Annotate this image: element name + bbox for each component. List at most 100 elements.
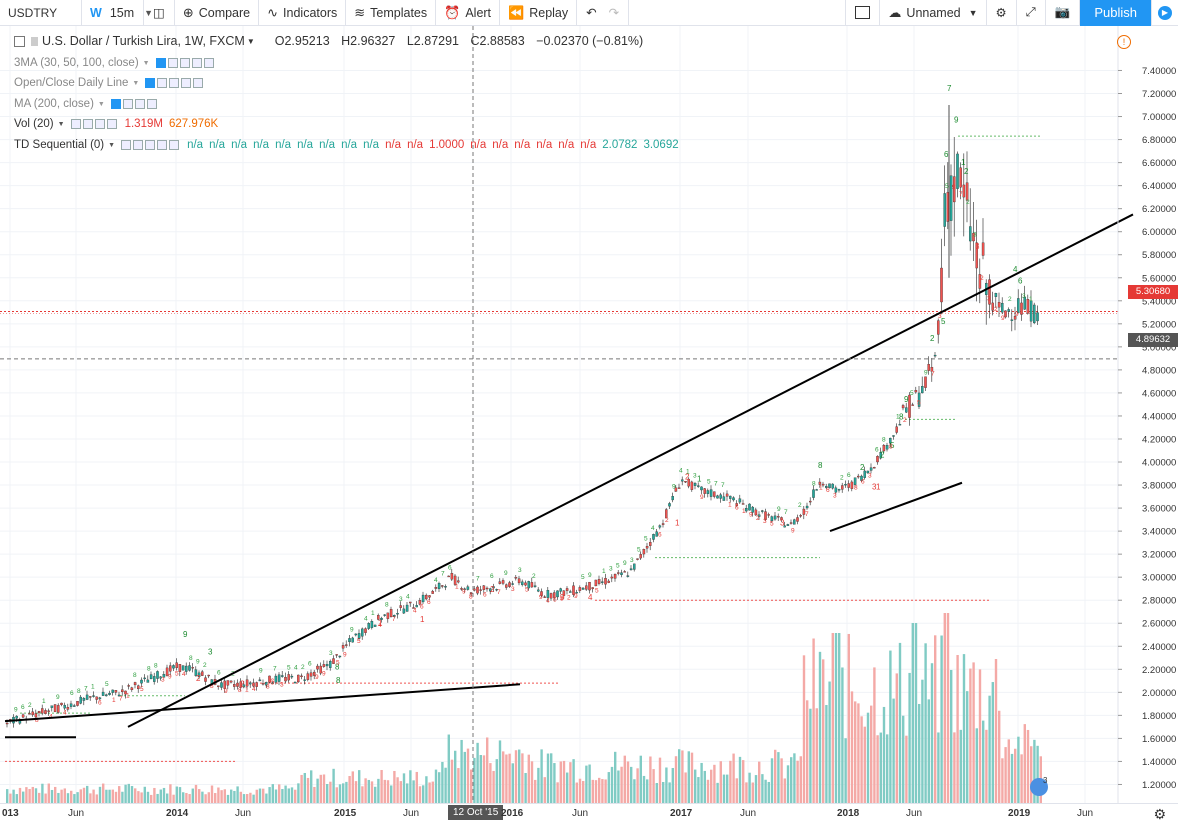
undo-button[interactable]: ↶ ↷ (577, 0, 630, 26)
td-count-mark: 3 (693, 473, 697, 480)
plus-icon[interactable] (94, 119, 105, 129)
settings-icon[interactable] (157, 78, 168, 88)
interval-selector[interactable]: W 15m ▼ (82, 0, 153, 26)
candle-body (428, 595, 431, 598)
indicator-name: Open/Close Daily Line (14, 77, 129, 89)
td-value: n/a (363, 139, 380, 151)
redo-icon[interactable]: ↷ (608, 6, 620, 20)
td-count-mark: 8 (560, 595, 564, 602)
td-value: n/a (407, 139, 424, 151)
td-count-mark: 6 (98, 700, 102, 707)
volume-bar (742, 760, 745, 803)
price-tick-label: 4.80000 (1142, 365, 1176, 376)
plus-icon[interactable] (134, 99, 145, 109)
close-icon[interactable] (146, 99, 157, 109)
fullscreen-button[interactable]: ⤢ (1017, 0, 1046, 26)
eye-icon[interactable] (121, 140, 132, 150)
earnings-badge[interactable]: 3 (1030, 776, 1048, 796)
settings-button[interactable]: ⚙ (987, 0, 1017, 26)
symbol-search[interactable]: USDTRY (0, 0, 82, 26)
candle-body (418, 600, 422, 605)
volume-bar (396, 777, 399, 803)
warning-icon[interactable]: ! (1117, 35, 1131, 49)
gear-icon[interactable]: ⚙ (1153, 806, 1166, 822)
templates-button[interactable]: ≋ Templates (346, 0, 437, 26)
publish-button[interactable]: Publish (1080, 0, 1151, 26)
candle-body (799, 515, 802, 517)
price-tick-label: 6.80000 (1142, 135, 1176, 146)
time-axis[interactable]: 12 Oct '15 ⚙ 013 Jun 2014 Jun 2015 Jun 2016 Jun… (0, 803, 1178, 826)
td-value: n/a (514, 139, 531, 151)
td-count-mark: 9 (343, 652, 347, 659)
eye-icon[interactable] (155, 58, 166, 68)
settings-icon[interactable] (167, 58, 178, 68)
plus-icon[interactable] (157, 140, 168, 150)
volume-bar (671, 767, 674, 803)
compare-button[interactable]: ⊕ Compare (175, 0, 260, 26)
td-count-mark: 8 (385, 601, 389, 608)
volume-bar (172, 794, 175, 803)
eye-icon[interactable] (70, 119, 81, 129)
series-title[interactable]: U.S. Dollar / Turkish Lira, 1W, FXCM (42, 34, 245, 48)
candle-body (732, 497, 735, 501)
source-icon[interactable] (179, 58, 190, 68)
eye-icon[interactable] (145, 78, 156, 88)
volume-bar (463, 751, 466, 803)
indicators-button[interactable]: ∿ Indicators (259, 0, 347, 26)
volume-bar (386, 780, 390, 803)
td-count-mark: 9 (777, 506, 781, 513)
settings-icon[interactable] (82, 119, 93, 129)
volume-bar (700, 762, 703, 803)
layout-selector[interactable]: ☁ Unnamed ▼ (880, 0, 987, 26)
candle-body (188, 665, 191, 671)
plus-icon[interactable] (191, 58, 202, 68)
td-count-mark: 5 (616, 563, 620, 570)
volume-bar (543, 777, 546, 803)
snapshot-button[interactable]: 📷 (1046, 0, 1081, 26)
indicator-legend-ma[interactable]: MA (200, close) ▼ (14, 98, 159, 110)
td-count-mark: 1 (112, 697, 116, 704)
candle-body (415, 605, 418, 608)
source-icon[interactable] (145, 140, 156, 150)
plus-icon[interactable] (181, 78, 192, 88)
chart-style-button[interactable]: ◫ (144, 0, 175, 26)
volume-bar (127, 783, 130, 803)
candle-body (965, 182, 969, 201)
candle-body (994, 293, 998, 297)
alert-button[interactable]: ⏰ Alert (436, 0, 501, 26)
candle-body (149, 674, 153, 680)
volume-bar (242, 794, 246, 803)
chevron-down-icon[interactable]: ▼ (246, 36, 255, 46)
td-count-mark: 6 (875, 446, 879, 453)
indicator-legend-td[interactable]: TD Sequential (0) ▼ n/a n/a n/a n/a n/a n/a n/a… (14, 139, 679, 151)
candle-body (111, 689, 114, 693)
indicator-legend-vol[interactable]: Vol (20) ▼ 1.319M 627.976K (14, 118, 218, 130)
publish-menu-button[interactable]: ▶ (1151, 0, 1178, 26)
settings-icon[interactable] (133, 140, 144, 150)
close-icon[interactable] (106, 119, 117, 129)
eye-icon[interactable] (110, 99, 121, 109)
high-value: H2.96327 (341, 34, 396, 48)
volume-bar (530, 761, 534, 803)
close-icon[interactable] (169, 140, 180, 150)
volume-bar (550, 753, 553, 803)
close-icon[interactable] (203, 58, 214, 68)
volume-bar (982, 720, 985, 803)
fullscreen-rect-button[interactable] (845, 0, 881, 26)
td-count-mark: 2 (966, 199, 970, 206)
volume-bar (351, 771, 354, 803)
settings-icon[interactable] (122, 99, 133, 109)
collapse-icon[interactable] (14, 35, 25, 47)
candle-body (489, 588, 492, 592)
indicator-legend-openclose[interactable]: Open/Close Daily Line ▼ (14, 77, 205, 89)
candle-body (786, 524, 790, 526)
close-icon[interactable] (193, 78, 204, 88)
candle-body (501, 580, 505, 584)
candle-body (898, 424, 902, 426)
candle-body (508, 582, 511, 587)
replay-button[interactable]: ⏪ Replay (500, 0, 578, 26)
indicator-legend-3ma[interactable]: 3MA (30, 50, 100, close) ▼ (14, 57, 216, 69)
source-icon[interactable] (169, 78, 180, 88)
candle-body (492, 586, 495, 589)
